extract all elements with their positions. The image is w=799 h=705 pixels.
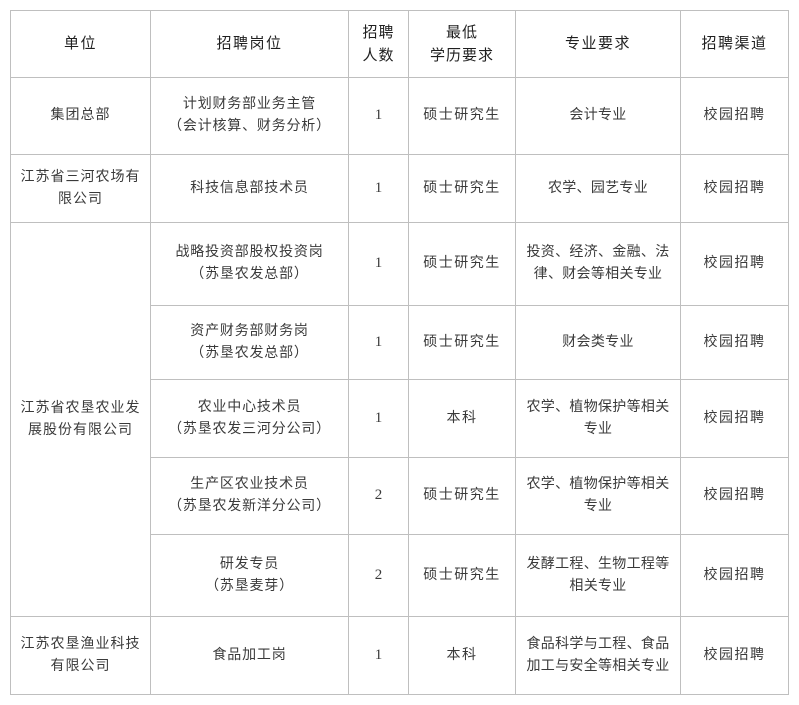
cell-major: 农学、植物保护等相关专业: [515, 457, 681, 535]
cell-channel: 校园招聘: [680, 77, 789, 155]
cell-channel: 校园招聘: [680, 616, 789, 695]
cell-post-line-1: 农业中心技术员: [197, 398, 302, 415]
cell-post: 战略投资部股权投资岗 （苏垦农发总部）: [150, 222, 349, 306]
cell-post: 农业中心技术员 （苏垦农发三河分公司）: [150, 379, 349, 458]
column-header-unit: 单位: [10, 10, 151, 78]
cell-education: 本科: [408, 379, 516, 458]
cell-post: 研发专员 （苏垦麦芽）: [150, 534, 349, 617]
cell-post-line-1: 资产财务部财务岗: [190, 322, 309, 339]
cell-unit: 江苏省三河农场有限公司: [10, 154, 151, 223]
cell-post: 计划财务部业务主管 （会计核算、财务分析）: [150, 77, 349, 155]
cell-education: 硕士研究生: [408, 77, 516, 155]
cell-major: 食品科学与工程、食品加工与安全等相关专业: [515, 616, 681, 695]
cell-education: 硕士研究生: [408, 457, 516, 535]
cell-post-line-1: 研发专员: [219, 555, 280, 572]
cell-count: 1: [348, 77, 409, 155]
cell-post: 生产区农业技术员 （苏垦农发新洋分公司）: [150, 457, 349, 535]
column-header-education-line-2: 学历要求: [429, 46, 494, 64]
cell-post: 科技信息部技术员: [150, 154, 349, 223]
column-header-major-line-1: 专业要求: [564, 34, 631, 53]
cell-post-line-2: （苏垦农发新洋分公司）: [168, 498, 331, 514]
cell-channel: 校园招聘: [680, 457, 789, 535]
cell-education: 硕士研究生: [408, 222, 516, 306]
column-header-post: 招聘岗位: [150, 10, 349, 78]
table-row: 资产财务部财务岗 （苏垦农发总部） 1 硕士研究生 财会类专业 校园招聘: [11, 305, 789, 380]
cell-major: 发酵工程、生物工程等相关专业: [515, 534, 681, 617]
table-row: 江苏省农垦农业发展股份有限公司 战略投资部股权投资岗 （苏垦农发总部） 1 硕士…: [10, 222, 789, 617]
cell-channel: 校园招聘: [680, 305, 789, 380]
cell-major: 投资、经济、金融、法律、财会等相关专业: [515, 222, 681, 306]
recruitment-table: 单位 招聘岗位 招聘 人数 最低 学历要求 专业要求 招聘渠道: [10, 10, 789, 695]
cell-post-line-1: 食品加工岗: [212, 646, 287, 663]
table-row: 研发专员 （苏垦麦芽） 2 硕士研究生 发酵工程、生物工程等相关专业 校园招聘: [11, 534, 789, 617]
cell-major: 会计专业: [515, 77, 681, 155]
column-header-count: 招聘 人数: [348, 10, 409, 78]
cell-count: 1: [348, 222, 409, 306]
table-header: 单位 招聘岗位 招聘 人数 最低 学历要求 专业要求 招聘渠道: [10, 10, 789, 78]
cell-unit: 江苏省农垦农业发展股份有限公司: [10, 222, 151, 617]
cell-post-line-2: （会计核算、财务分析）: [168, 118, 331, 134]
column-header-count-line-2: 人数: [362, 46, 395, 64]
column-header-post-line-1: 招聘岗位: [216, 34, 283, 53]
table-row: 集团总部 计划财务部业务主管 （会计核算、财务分析） 1 硕士研究生 会计专业 …: [10, 77, 789, 155]
cell-major: 农学、园艺专业: [515, 154, 681, 223]
cell-education: 硕士研究生: [408, 534, 516, 617]
column-header-education-line-1: 最低: [445, 22, 478, 41]
cell-post-line-2: （苏垦农发总部）: [190, 266, 309, 282]
cell-education: 本科: [408, 616, 516, 695]
header-row: 单位 招聘岗位 招聘 人数 最低 学历要求 专业要求 招聘渠道: [10, 10, 789, 78]
table-row: 江苏农垦渔业科技有限公司 食品加工岗 1 本科 食品科学与工程、食品加工与安全等…: [10, 616, 789, 695]
table-row: 生产区农业技术员 （苏垦农发新洋分公司） 2 硕士研究生 农学、植物保护等相关专…: [11, 457, 789, 535]
cell-channel: 校园招聘: [680, 534, 789, 617]
cell-count: 1: [348, 154, 409, 223]
cell-post-line-1: 计划财务部业务主管: [182, 96, 317, 113]
table-row: 农业中心技术员 （苏垦农发三河分公司） 1 本科 农学、植物保护等相关专业 校园…: [11, 379, 789, 458]
column-header-channel: 招聘渠道: [680, 10, 789, 78]
cell-count: 2: [348, 534, 409, 617]
column-header-count-line-1: 招聘: [362, 22, 395, 41]
cell-unit: 江苏农垦渔业科技有限公司: [10, 616, 151, 695]
cell-post-line-1: 生产区农业技术员: [190, 476, 309, 493]
column-header-channel-line-1: 招聘渠道: [701, 34, 768, 53]
cell-channel: 校园招聘: [680, 222, 789, 306]
cell-post-line-2: （苏垦农发三河分公司）: [168, 420, 331, 437]
cell-post-line-2: （苏垦农发总部）: [190, 344, 309, 361]
cell-post: 资产财务部财务岗 （苏垦农发总部）: [150, 305, 349, 380]
cell-count: 2: [348, 457, 409, 535]
cell-post-line-2: （苏垦麦芽）: [205, 577, 294, 594]
cell-count: 1: [348, 616, 409, 695]
cell-post: 食品加工岗: [150, 616, 349, 695]
column-header-major: 专业要求: [515, 10, 681, 78]
cell-channel: 校园招聘: [680, 379, 789, 458]
table-row: 江苏省三河农场有限公司 科技信息部技术员 1 硕士研究生 农学、园艺专业 校园招…: [10, 154, 789, 223]
cell-count: 1: [348, 379, 409, 458]
cell-channel: 校园招聘: [680, 154, 789, 223]
column-header-unit-line-1: 单位: [63, 34, 97, 53]
cell-post-line-1: 科技信息部技术员: [190, 179, 309, 196]
cell-major: 财会类专业: [515, 305, 681, 380]
cell-count: 1: [348, 305, 409, 380]
cell-education: 硕士研究生: [408, 305, 516, 380]
table-body: 集团总部 计划财务部业务主管 （会计核算、财务分析） 1 硕士研究生 会计专业 …: [10, 77, 789, 695]
cell-unit: 集团总部: [10, 77, 151, 155]
column-header-education: 最低 学历要求: [408, 10, 516, 78]
cell-post-line-1: 战略投资部股权投资岗: [175, 244, 324, 261]
cell-education: 硕士研究生: [408, 154, 516, 223]
cell-major: 农学、植物保护等相关专业: [515, 379, 681, 458]
